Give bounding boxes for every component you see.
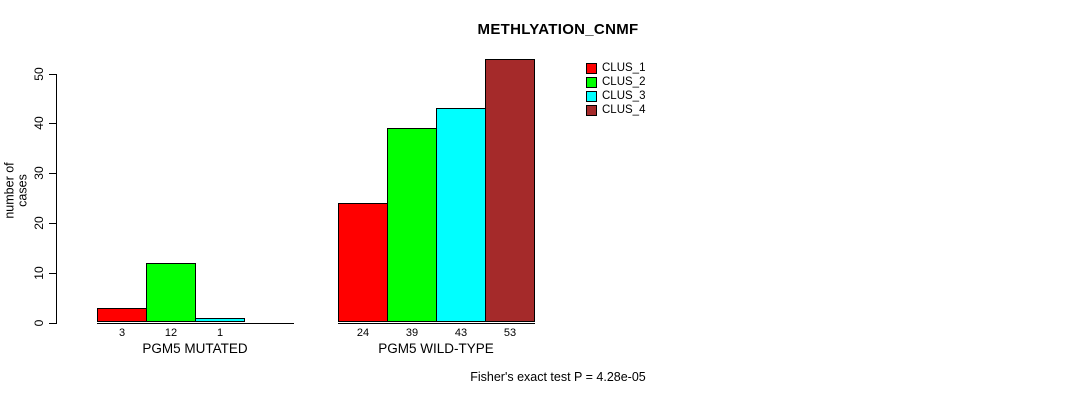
y-tick-label: 30: [32, 166, 46, 180]
bar-value-label: 3: [118, 326, 126, 339]
bar-clus_2-group1: [146, 262, 196, 323]
bar-clus_3-group1: [195, 317, 245, 323]
y-tick-label: 20: [32, 216, 46, 230]
bar-value-label: 53: [503, 326, 517, 339]
legend-swatch-clus_4: [586, 105, 597, 116]
fisher-test-annotation: Fisher's exact test P = 4.28e-05: [470, 370, 646, 384]
legend-label-clus_2: CLUS_2: [602, 76, 646, 88]
bar-clus_1-group2: [338, 202, 388, 323]
y-tick: [49, 222, 56, 225]
bar-value-label: 12: [164, 326, 178, 339]
y-tick: [49, 173, 56, 175]
bar-clus_2-group2: [387, 128, 437, 323]
y-tick: [49, 123, 56, 125]
bar-value-label: 24: [356, 326, 370, 339]
y-tick-label: 10: [32, 266, 46, 280]
bar-value-label: 1: [216, 326, 224, 339]
y-axis-line: [56, 73, 58, 324]
chart-title: METHLYATION_CNMF: [477, 21, 639, 38]
bar-clus_3-group2: [436, 108, 486, 323]
bar-value-label: 43: [454, 326, 468, 339]
y-tick-label: 40: [32, 116, 46, 130]
y-tick-label: 50: [32, 66, 46, 81]
baseline: [97, 322, 294, 324]
baseline: [338, 322, 535, 324]
y-tick: [49, 322, 56, 324]
legend-swatch-clus_3: [586, 91, 597, 102]
y-tick: [49, 73, 56, 75]
group-label-1: PGM5 MUTATED: [142, 341, 248, 356]
group-label-2: PGM5 WILD-TYPE: [378, 341, 494, 356]
legend-swatch-clus_2: [586, 77, 597, 88]
legend-label-clus_1: CLUS_1: [602, 62, 646, 74]
y-tick: [49, 272, 56, 274]
bar-clus_1-group1: [97, 307, 147, 323]
bar-clus_4-group2: [485, 58, 535, 323]
legend-label-clus_4: CLUS_4: [602, 104, 646, 116]
y-tick-label: 0: [32, 319, 46, 326]
bar-value-label: 39: [405, 326, 419, 339]
legend-swatch-clus_1: [586, 63, 597, 74]
y-axis-label: number of cases: [2, 162, 30, 219]
legend-label-clus_3: CLUS_3: [602, 90, 646, 102]
